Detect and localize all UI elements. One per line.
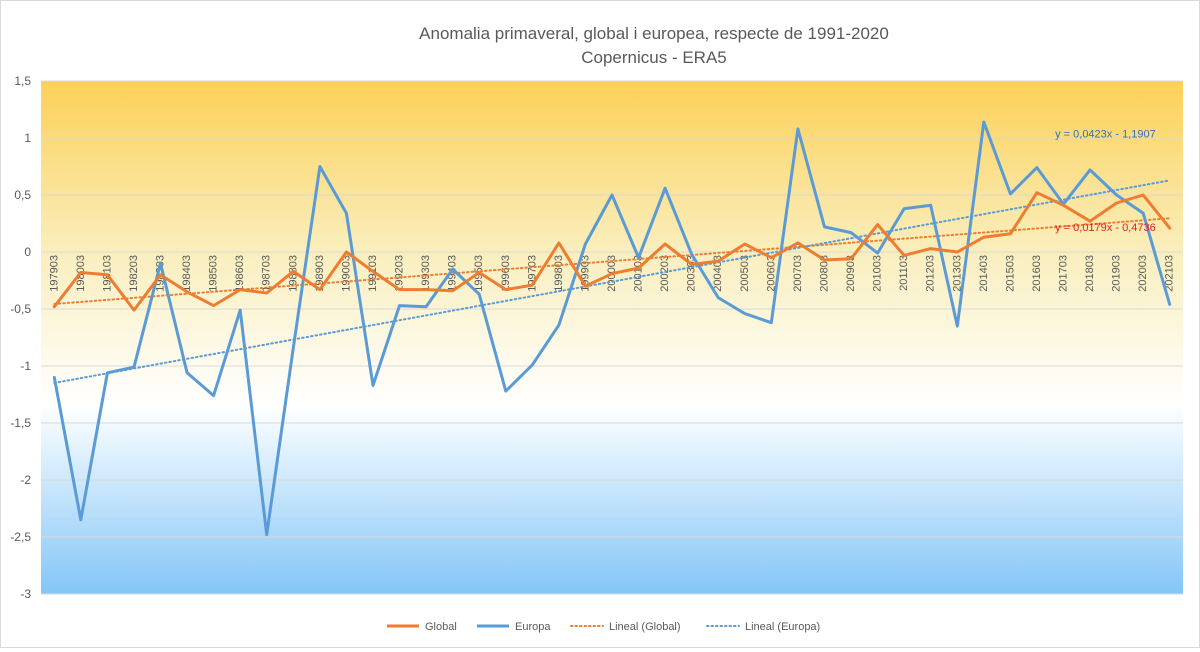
chart-title: Anomalia primaveral, global i europea, r… (419, 24, 889, 43)
x-tick-label: 200203 (659, 255, 671, 292)
series-line (52, 120, 1172, 537)
legend-label: Europa (515, 621, 551, 633)
x-tick-label: 200603 (765, 255, 777, 292)
x-tick-label: 199303 (420, 255, 432, 292)
y-tick-label: 0,5 (14, 188, 31, 202)
trend-equations: y = 0,0179x - 0,4736 y = 0,0423x - 1,1907 (1055, 128, 1156, 234)
series-line (52, 191, 1172, 312)
x-tick-label: 201503 (1004, 255, 1016, 292)
y-axis-ticks: 1,5 1 0,5 0 -0,5 -1 -1,5 -2 -2,5 -3 (10, 74, 31, 601)
legend-label: Global (425, 621, 457, 633)
x-tick-label: 198603 (234, 255, 246, 292)
y-tick-label: 0 (24, 245, 31, 259)
y-tick-label: 1 (24, 131, 31, 145)
series-lines (52, 120, 1172, 537)
x-tick-label: 200903 (845, 255, 857, 292)
trend-equation: y = 0,0179x - 0,4736 (1055, 222, 1156, 234)
y-tick-label: -2 (20, 473, 31, 487)
y-tick-label: -2,5 (10, 530, 31, 544)
x-tick-label: 200703 (792, 255, 804, 292)
legend-label: Lineal (Global) (609, 621, 681, 633)
x-tick-label: 198203 (128, 255, 140, 292)
trend-equation: y = 0,0423x - 1,1907 (1055, 128, 1156, 140)
y-tick-label: -0,5 (10, 302, 31, 316)
x-tick-label: 198803 (287, 255, 299, 292)
plot-background (41, 81, 1183, 594)
x-tick-label: 202103 (1164, 255, 1176, 292)
x-tick-label: 201203 (925, 255, 937, 292)
x-tick-label: 199803 (553, 255, 565, 292)
x-tick-label: 201903 (1111, 255, 1123, 292)
x-tick-label: 201803 (1084, 255, 1096, 292)
y-tick-label: -3 (20, 587, 31, 601)
x-tick-label: 198703 (261, 255, 273, 292)
x-tick-label: 201103 (898, 255, 910, 291)
legend: Global Europa Lineal (Global) Lineal (Europ… (387, 621, 820, 633)
x-tick-label: 198403 (181, 255, 193, 292)
x-tick-label: 200403 (712, 255, 724, 292)
x-tick-label: 201603 (1031, 255, 1043, 292)
x-tick-label: 201303 (951, 255, 963, 292)
x-tick-label: 200503 (739, 255, 751, 292)
y-tick-label: -1 (20, 359, 31, 373)
x-tick-label: 199603 (500, 255, 512, 292)
legend-label: Lineal (Europa) (745, 621, 820, 633)
y-tick-label: -1,5 (10, 416, 31, 430)
x-tick-label: 201003 (872, 255, 884, 292)
x-tick-label: 202003 (1137, 255, 1149, 292)
chart-subtitle: Copernicus - ERA5 (581, 48, 727, 67)
trendline (53, 179, 1171, 384)
x-tick-label: 199103 (367, 255, 379, 292)
x-tick-label: 201403 (978, 255, 990, 292)
x-axis-ticks: 197903 198003 198103 198203 198303 198403 1985… (48, 255, 1175, 292)
x-tick-label: 200803 (818, 255, 830, 292)
x-tick-label: 201703 (1057, 255, 1069, 292)
x-tick-label: 199203 (394, 255, 406, 292)
gridlines (41, 80, 1183, 595)
x-tick-label: 198503 (208, 255, 220, 292)
x-tick-label: 200103 (633, 255, 645, 292)
y-tick-label: 1,5 (14, 74, 31, 88)
x-tick-label: 197903 (48, 255, 60, 292)
